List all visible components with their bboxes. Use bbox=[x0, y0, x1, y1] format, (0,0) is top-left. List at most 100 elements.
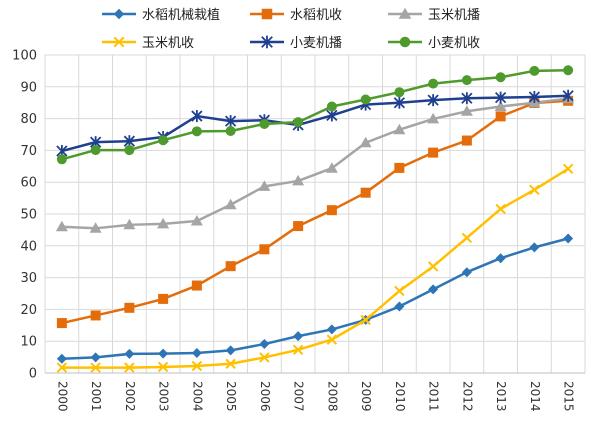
data-point bbox=[562, 89, 574, 102]
data-point bbox=[461, 135, 472, 146]
data-point bbox=[191, 110, 203, 123]
x-tick-label: 2008 bbox=[325, 381, 339, 412]
series-6 bbox=[56, 65, 574, 165]
data-point bbox=[326, 324, 337, 335]
data-point bbox=[563, 65, 574, 76]
y-tick-label: 60 bbox=[20, 176, 37, 191]
x-tick-label: 2000 bbox=[55, 381, 69, 412]
x-tick-label: 2001 bbox=[89, 381, 103, 412]
data-point bbox=[461, 232, 473, 244]
series-4 bbox=[56, 163, 574, 373]
data-point bbox=[293, 221, 304, 232]
y-tick-label: 10 bbox=[20, 335, 37, 350]
y-tick-label: 20 bbox=[20, 303, 37, 318]
data-point bbox=[563, 233, 574, 244]
data-point bbox=[90, 145, 101, 156]
x-tick-label: 2012 bbox=[460, 381, 474, 412]
data-point bbox=[225, 358, 236, 369]
data-point bbox=[124, 362, 135, 373]
legend-item: 水稻机收 bbox=[250, 8, 342, 23]
series-1 bbox=[56, 233, 574, 364]
series-5 bbox=[56, 89, 574, 158]
data-point bbox=[157, 217, 170, 229]
data-point bbox=[56, 318, 67, 329]
gridlines bbox=[44, 54, 586, 374]
y-tick-label: 100 bbox=[12, 49, 37, 64]
legend-item: 玉米机播 bbox=[388, 7, 480, 23]
data-point bbox=[224, 115, 237, 128]
legend-label: 小麦机播 bbox=[290, 36, 342, 51]
data-point bbox=[394, 285, 405, 297]
series-line bbox=[61, 99, 569, 325]
data-point bbox=[529, 184, 540, 196]
data-point bbox=[124, 348, 135, 359]
data-point bbox=[360, 314, 371, 326]
data-point bbox=[259, 352, 270, 363]
series-line bbox=[61, 69, 569, 161]
data-point bbox=[90, 362, 101, 373]
data-point bbox=[224, 198, 237, 210]
series-line bbox=[61, 167, 569, 369]
data-point bbox=[259, 119, 270, 130]
x-tick-label: 2010 bbox=[393, 381, 407, 412]
data-point bbox=[225, 126, 236, 137]
legend-marker bbox=[398, 7, 412, 19]
data-point bbox=[326, 205, 337, 216]
legend-label: 小麦机收 bbox=[428, 36, 480, 51]
data-point bbox=[158, 293, 169, 304]
data-point bbox=[225, 261, 236, 272]
data-point bbox=[259, 339, 270, 350]
data-point bbox=[393, 96, 406, 109]
series-line bbox=[61, 97, 569, 230]
data-point bbox=[461, 92, 473, 105]
data-point bbox=[495, 253, 506, 264]
data-point bbox=[326, 101, 337, 112]
legend-marker bbox=[113, 36, 125, 48]
data-point bbox=[394, 162, 405, 173]
data-point bbox=[562, 163, 574, 175]
data-point bbox=[360, 187, 371, 198]
data-point bbox=[157, 361, 169, 373]
x-tick-label: 2004 bbox=[190, 381, 204, 412]
series-line bbox=[61, 237, 569, 360]
axes: 0 10 20 30 40 50 60 70 80 90 100 2000 2001 2002 2003 20… bbox=[12, 49, 585, 412]
data-point bbox=[293, 331, 304, 342]
x-tick-label: 2006 bbox=[258, 381, 272, 412]
legend-marker bbox=[399, 36, 411, 48]
series-3 bbox=[55, 92, 575, 233]
data-point bbox=[293, 117, 304, 128]
legend-label: 水稻机收 bbox=[290, 8, 342, 23]
legend-label: 玉米机播 bbox=[428, 8, 480, 23]
y-tick-label: 40 bbox=[20, 239, 37, 254]
data-point bbox=[90, 310, 101, 321]
x-tick-label: 2011 bbox=[427, 381, 441, 412]
legend-item: 小麦机播 bbox=[250, 35, 342, 51]
legend-label: 玉米机收 bbox=[142, 36, 194, 51]
data-point bbox=[191, 347, 202, 358]
x-tick-label: 2002 bbox=[123, 381, 137, 412]
data-point bbox=[528, 90, 541, 103]
data-point bbox=[394, 87, 405, 98]
data-point bbox=[158, 135, 169, 146]
y-tick-label: 80 bbox=[20, 112, 37, 127]
legend-label: 水稻机械栽植 bbox=[142, 7, 220, 23]
legend-item: 玉米机收 bbox=[102, 36, 194, 51]
data-point bbox=[326, 334, 338, 345]
legend-marker bbox=[113, 8, 125, 20]
x-tick-label: 2015 bbox=[562, 381, 576, 412]
data-point bbox=[191, 126, 202, 137]
data-point bbox=[461, 267, 472, 278]
data-point bbox=[529, 65, 540, 76]
y-tick-label: 50 bbox=[20, 208, 37, 223]
y-tick-label: 30 bbox=[20, 271, 37, 286]
data-point bbox=[56, 353, 67, 364]
x-tick-label: 2007 bbox=[292, 381, 306, 412]
data-point bbox=[56, 362, 68, 373]
data-point bbox=[428, 284, 439, 295]
data-point bbox=[494, 91, 507, 104]
data-point bbox=[360, 94, 371, 105]
x-tick-label: 2009 bbox=[359, 381, 373, 412]
data-point bbox=[529, 242, 540, 253]
x-tick-label: 2003 bbox=[157, 381, 171, 412]
